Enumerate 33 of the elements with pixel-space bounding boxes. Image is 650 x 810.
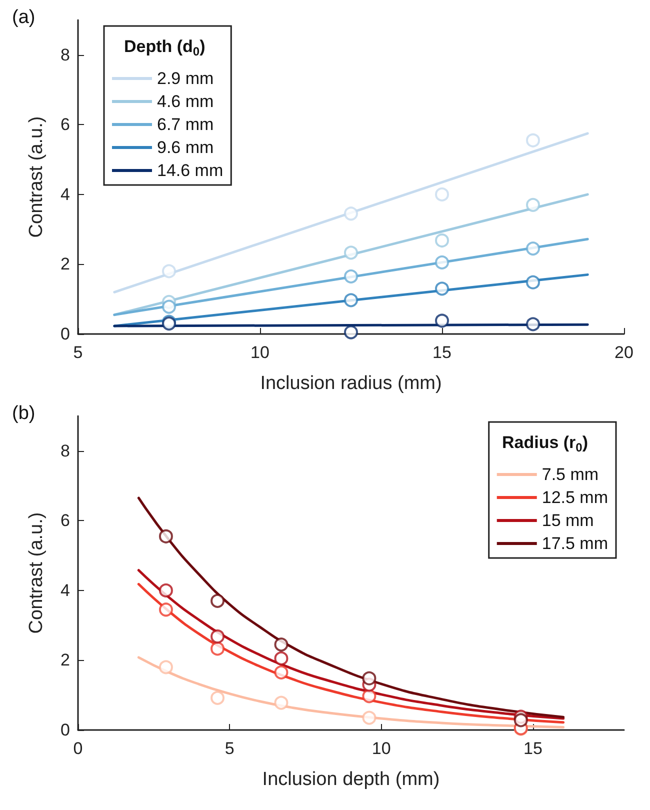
x-tick-label: 5 — [224, 739, 234, 758]
y-tick-label: 6 — [60, 115, 70, 134]
x-tick-label: 5 — [73, 343, 83, 362]
legend-label: 6.7 mm — [157, 115, 214, 134]
x-tick-label: 10 — [250, 343, 270, 362]
x-tick-label: 15 — [524, 739, 542, 758]
y-tick-label: 8 — [60, 441, 70, 460]
legend-label: 2.9 mm — [157, 69, 214, 88]
x-tick-label: 0 — [73, 739, 83, 758]
x-axis-title: Inclusion radius (mm) — [260, 373, 442, 394]
legend-label: 7.5 mm — [542, 465, 599, 484]
y-tick-label: 8 — [60, 45, 70, 64]
legend-label: 9.6 mm — [157, 138, 214, 157]
x-tick-label: 10 — [372, 739, 391, 758]
y-tick-label: 4 — [60, 184, 70, 204]
x-tick-label: 20 — [614, 343, 634, 362]
x-tick-label: 15 — [432, 343, 452, 362]
y-tick-label: 6 — [60, 511, 70, 530]
y-tick-label: 0 — [60, 324, 70, 344]
y-tick-label: 2 — [60, 650, 70, 670]
legend-label: 14.6 mm — [157, 161, 224, 180]
legend-label: 4.6 mm — [157, 92, 214, 111]
text: (a) — [12, 7, 36, 28]
y-axis-title: Contrast (a.u.) — [26, 512, 47, 634]
legend-label: 12.5 mm — [542, 488, 608, 507]
y-tick-label: 4 — [60, 580, 70, 600]
text: (b) — [12, 403, 36, 424]
legend-label: 15 mm — [542, 511, 594, 530]
y-axis-title: Contrast (a.u.) — [26, 116, 47, 238]
x-axis-title: Inclusion depth (mm) — [262, 769, 440, 790]
y-tick-label: 0 — [60, 720, 70, 740]
y-tick-label: 2 — [60, 254, 70, 274]
legend-label: 17.5 mm — [542, 534, 608, 553]
